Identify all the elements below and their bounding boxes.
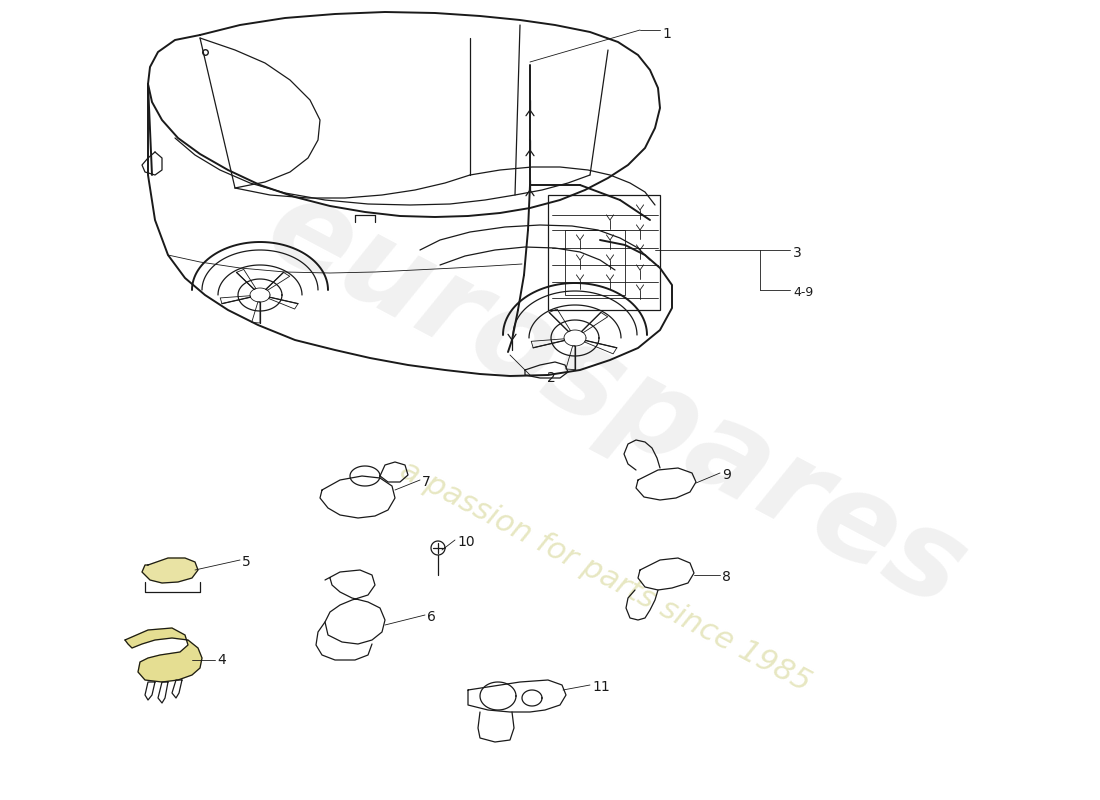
Bar: [565, 230, 625, 295]
Text: 4: 4: [217, 653, 226, 667]
Text: 3: 3: [793, 246, 802, 260]
Text: a passion for parts since 1985: a passion for parts since 1985: [395, 455, 815, 697]
Bar: [548, 195, 660, 310]
Text: eurospares: eurospares: [248, 167, 984, 633]
Polygon shape: [125, 628, 202, 682]
Text: 10: 10: [456, 535, 474, 549]
Text: 6: 6: [427, 610, 436, 624]
Text: 4-9: 4-9: [793, 286, 813, 298]
Text: 1: 1: [662, 27, 671, 41]
Text: 2: 2: [547, 371, 556, 385]
Text: 7: 7: [422, 475, 431, 489]
Text: 11: 11: [592, 680, 609, 694]
Text: 5: 5: [242, 555, 251, 569]
Text: 9: 9: [722, 468, 730, 482]
Polygon shape: [142, 558, 198, 583]
Text: 8: 8: [722, 570, 730, 584]
